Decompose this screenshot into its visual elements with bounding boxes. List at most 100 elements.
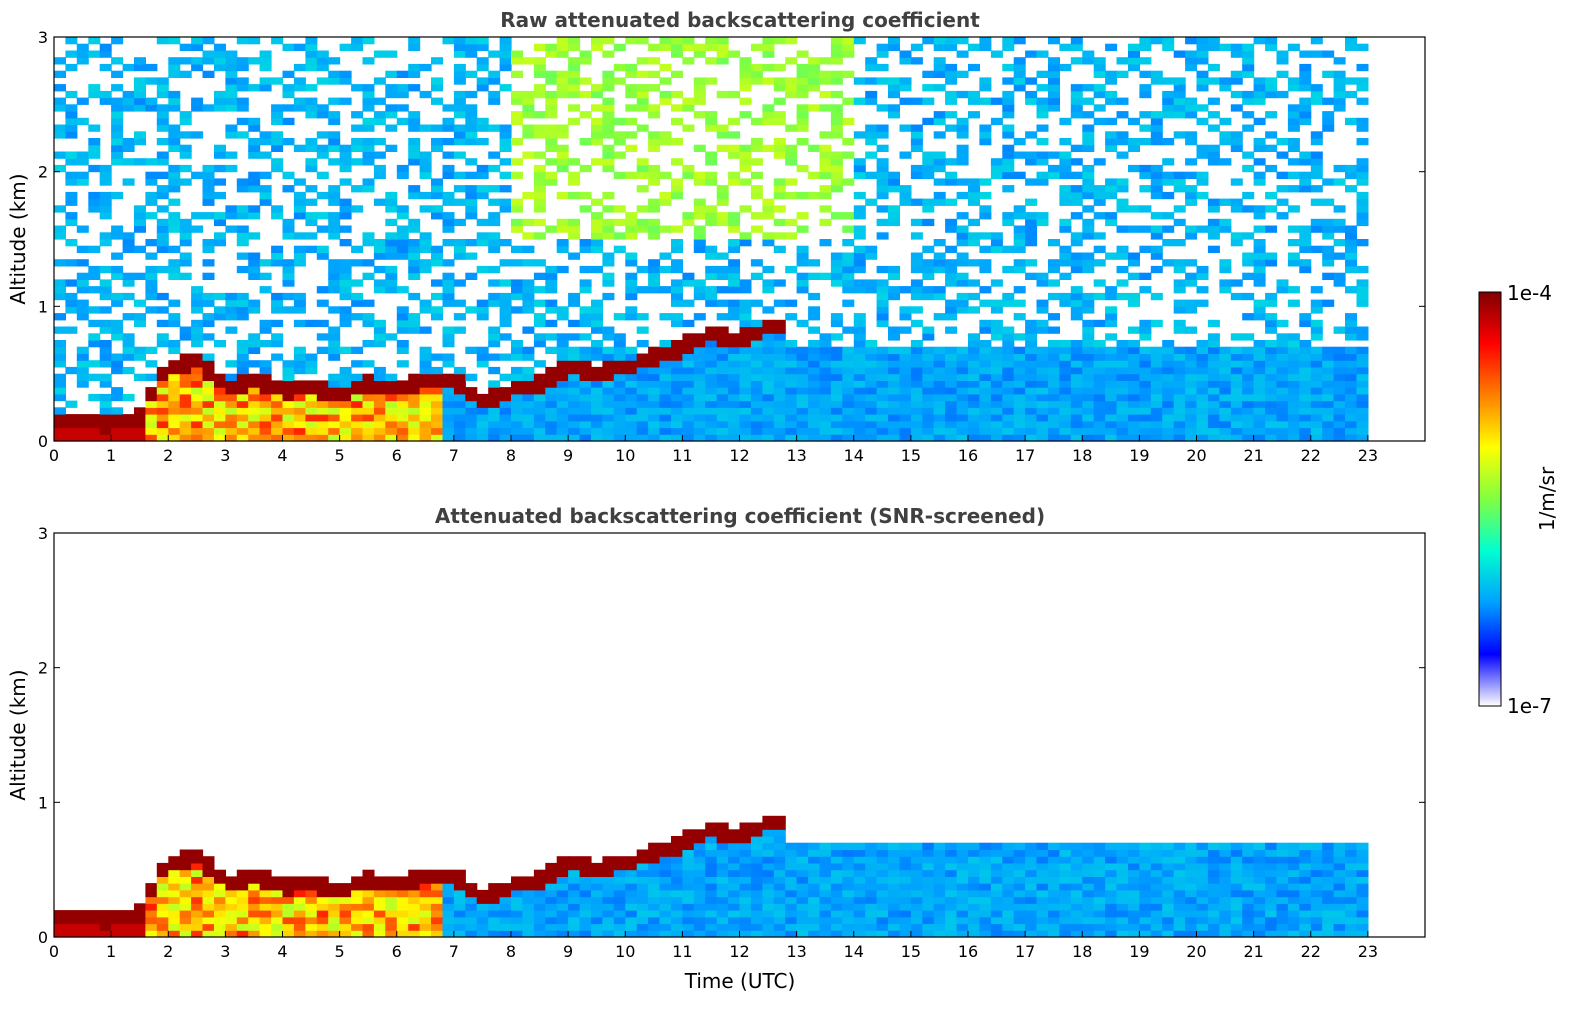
bottom-heatmap-cell (933, 849, 946, 857)
top-heatmap-cell (385, 400, 398, 408)
top-heatmap-cell (442, 434, 455, 442)
top-heatmap-cell (591, 131, 603, 139)
top-heatmap-cell (396, 393, 409, 402)
top-heatmap-cell (796, 212, 809, 220)
top-heatmap-cell (271, 333, 284, 341)
top-heatmap-cell (396, 427, 409, 435)
top-heatmap-cell (1310, 225, 1323, 233)
top-heatmap-cell (750, 434, 763, 442)
top-heatmap-cell (248, 299, 261, 307)
top-heatmap-cell (956, 70, 969, 78)
top-heatmap-cell (1310, 360, 1323, 368)
bottom-heatmap-cell (910, 896, 923, 904)
top-heatmap-cell (865, 360, 878, 368)
top-heatmap-cell (705, 117, 718, 126)
top-heatmap-cell (785, 313, 798, 321)
bottom-heatmap-cell (533, 910, 546, 918)
bottom-heatmap-cell (830, 862, 843, 871)
top-heatmap-cell (168, 387, 181, 395)
top-heatmap-cell (910, 306, 923, 314)
top-heatmap-cell (796, 400, 809, 408)
top-heatmap-cell (282, 265, 295, 274)
top-heatmap-cell (613, 138, 626, 146)
bottom-heatmap-cell (568, 910, 581, 918)
top-heatmap-cell (705, 340, 718, 348)
top-heatmap-cell (488, 218, 501, 227)
top-heatmap-cell (968, 360, 980, 368)
bottom-heatmap-cell (1082, 923, 1095, 931)
top-heatmap-cell (225, 360, 238, 368)
top-heatmap-cell (1230, 198, 1243, 206)
bottom-heatmap-cell (922, 896, 935, 904)
top-heatmap-cell (693, 387, 706, 395)
top-heatmap-cell (1185, 393, 1198, 402)
top-heatmap-cell (419, 90, 432, 99)
top-heatmap-cell (442, 239, 455, 247)
bottom-heatmap-cell (819, 916, 832, 925)
top-heatmap-cell (945, 124, 958, 132)
bottom-heatmap-cell (968, 862, 980, 871)
top-heatmap-cell (671, 191, 683, 200)
bottom-heatmap-cell (1082, 930, 1095, 938)
bottom-heatmap-cell (556, 862, 569, 871)
bottom-heatmap-cell (728, 869, 741, 877)
top-heatmap-cell (533, 286, 546, 294)
top-heatmap-cell (465, 37, 478, 45)
bottom-heatmap-cell (579, 896, 592, 904)
bottom-heatmap-cell (659, 916, 672, 925)
top-heatmap-cell (579, 138, 592, 146)
bottom-heatmap-cell (705, 930, 718, 938)
top-heatmap-cell (293, 434, 306, 442)
top-heatmap-cell (442, 380, 455, 388)
top-heatmap-cell (842, 225, 855, 233)
bottom-heatmap-cell (910, 910, 923, 918)
top-heatmap-cell (830, 407, 843, 415)
top-heatmap-cell (168, 212, 181, 220)
top-heatmap-cell (351, 313, 364, 321)
top-heatmap-cell (648, 205, 661, 213)
top-heatmap-cell (910, 138, 923, 146)
top-heatmap-cell (1002, 326, 1015, 334)
top-heatmap-cell (888, 420, 900, 429)
top-heatmap-cell (568, 407, 581, 415)
top-heatmap-cell (1356, 414, 1369, 422)
top-heatmap-cell (1265, 387, 1278, 395)
top-heatmap-cell (1082, 171, 1095, 179)
top-heatmap-cell (979, 387, 992, 395)
bottom-heatmap-cell (1013, 876, 1026, 884)
top-heatmap-cell (556, 84, 569, 92)
top-heatmap-cell (476, 124, 489, 132)
top-heatmap-cell (1150, 373, 1163, 381)
bottom-heatmap-cell (591, 930, 603, 938)
top-heatmap-cell (511, 346, 523, 354)
top-heatmap-cell (1150, 245, 1163, 253)
top-heatmap-cell (1219, 427, 1232, 435)
bottom-heatmap-cell (1025, 842, 1038, 850)
top-heatmap-cell (1287, 434, 1300, 442)
top-heatmap-cell (465, 252, 478, 260)
top-heatmap-cell (259, 387, 272, 395)
top-heatmap-cell (613, 353, 626, 361)
top-heatmap-cell (693, 178, 706, 186)
bottom-heatmap-cell (214, 916, 226, 925)
top-heatmap-cell (54, 340, 66, 348)
top-heatmap-cell (1082, 407, 1095, 415)
top-heatmap-cell (65, 151, 78, 159)
top-heatmap-cell (316, 434, 329, 442)
top-heatmap-cell (408, 124, 421, 132)
bottom-heatmap-cell (613, 876, 626, 884)
top-heatmap-cell (122, 346, 135, 354)
top-heatmap-cell (876, 299, 889, 307)
bottom-heatmap-cell (1082, 903, 1095, 911)
top-heatmap-cell (1139, 427, 1152, 435)
top-heatmap-cell (579, 360, 592, 368)
top-heatmap-cell (705, 360, 718, 368)
top-heatmap-cell (499, 198, 512, 206)
top-heatmap-cell (568, 366, 581, 375)
bottom-heatmap-cell (830, 869, 843, 877)
bottom-heatmap-cell (316, 876, 329, 884)
top-heatmap-cell (293, 292, 306, 301)
bottom-heatmap-cell (956, 849, 969, 857)
bottom-heatmap-cell (922, 923, 935, 931)
top-heatmap-cell (328, 326, 341, 334)
